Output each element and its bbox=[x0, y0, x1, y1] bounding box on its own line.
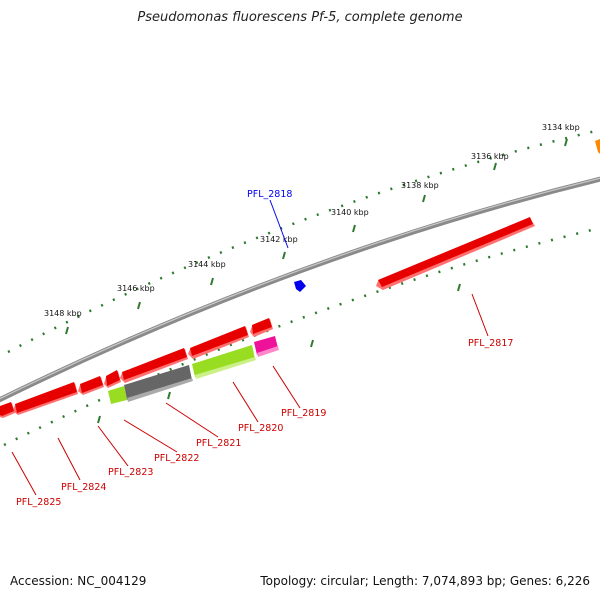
outer-tick-track bbox=[7, 128, 600, 354]
gene-pfl-2818-feature[interactable] bbox=[294, 280, 306, 292]
gene-label-pfl-2823[interactable]: PFL_2823 bbox=[108, 467, 153, 478]
gene-label-pfl-2825[interactable]: PFL_2825 bbox=[16, 497, 61, 508]
gene-label-pfl-2821[interactable]: PFL_2821 bbox=[196, 438, 241, 449]
gene-label-pfl-2824[interactable]: PFL_2824 bbox=[61, 482, 106, 493]
gene-pfl-2823-feature[interactable] bbox=[108, 386, 127, 404]
gene-label-pfl-2817[interactable]: PFL_2817 bbox=[468, 338, 513, 349]
scale-label-3134: 3134 kbp bbox=[542, 123, 580, 132]
accession-text: Accession: NC_004129 bbox=[10, 574, 147, 588]
gene-label-pfl-2820[interactable]: PFL_2820 bbox=[238, 423, 283, 434]
major-ticks bbox=[65, 138, 568, 335]
scale-label-3136: 3136 kbp bbox=[471, 152, 509, 161]
genome-summary-text: Topology: circular; Length: 7,074,893 bp… bbox=[260, 574, 590, 588]
scale-label-3144: 3144 kbp bbox=[188, 260, 226, 269]
gene-label-pfl-2822[interactable]: PFL_2822 bbox=[154, 453, 199, 464]
gene-label-pfl-2818[interactable]: PFL_2818 bbox=[247, 189, 292, 200]
inner-tick-track bbox=[3, 226, 600, 447]
genome-backbone-highlight bbox=[0, 177, 600, 400]
scale-label-3138: 3138 kbp bbox=[401, 181, 439, 190]
genome-backbone bbox=[0, 176, 600, 403]
gene-pfl-2824-feature[interactable] bbox=[13, 376, 104, 415]
gene-label-pfl-2819[interactable]: PFL_2819 bbox=[281, 408, 326, 419]
gene-pfl-2817-feature[interactable] bbox=[376, 217, 535, 290]
gene-pfl-2825-feature[interactable] bbox=[0, 402, 15, 418]
scale-label-3142: 3142 kbp bbox=[260, 235, 298, 244]
inner-major-ticks bbox=[97, 283, 461, 424]
scale-label-3146: 3146 kbp bbox=[117, 284, 155, 293]
scale-label-3140: 3140 kbp bbox=[331, 208, 369, 217]
gene-pfl-2821-feature[interactable] bbox=[120, 348, 193, 402]
gene-pfl-2820-feature[interactable] bbox=[188, 326, 256, 379]
gene-pfl-2819-feature[interactable] bbox=[250, 318, 279, 357]
gene-pfl-2822-feature[interactable] bbox=[104, 370, 121, 388]
map-title: Pseudomonas fluorescens Pf-5, complete g… bbox=[137, 10, 463, 25]
orange-feature[interactable] bbox=[595, 139, 600, 155]
label-leader-lines bbox=[11, 199, 489, 496]
scale-label-3148: 3148 kbp bbox=[44, 309, 82, 318]
